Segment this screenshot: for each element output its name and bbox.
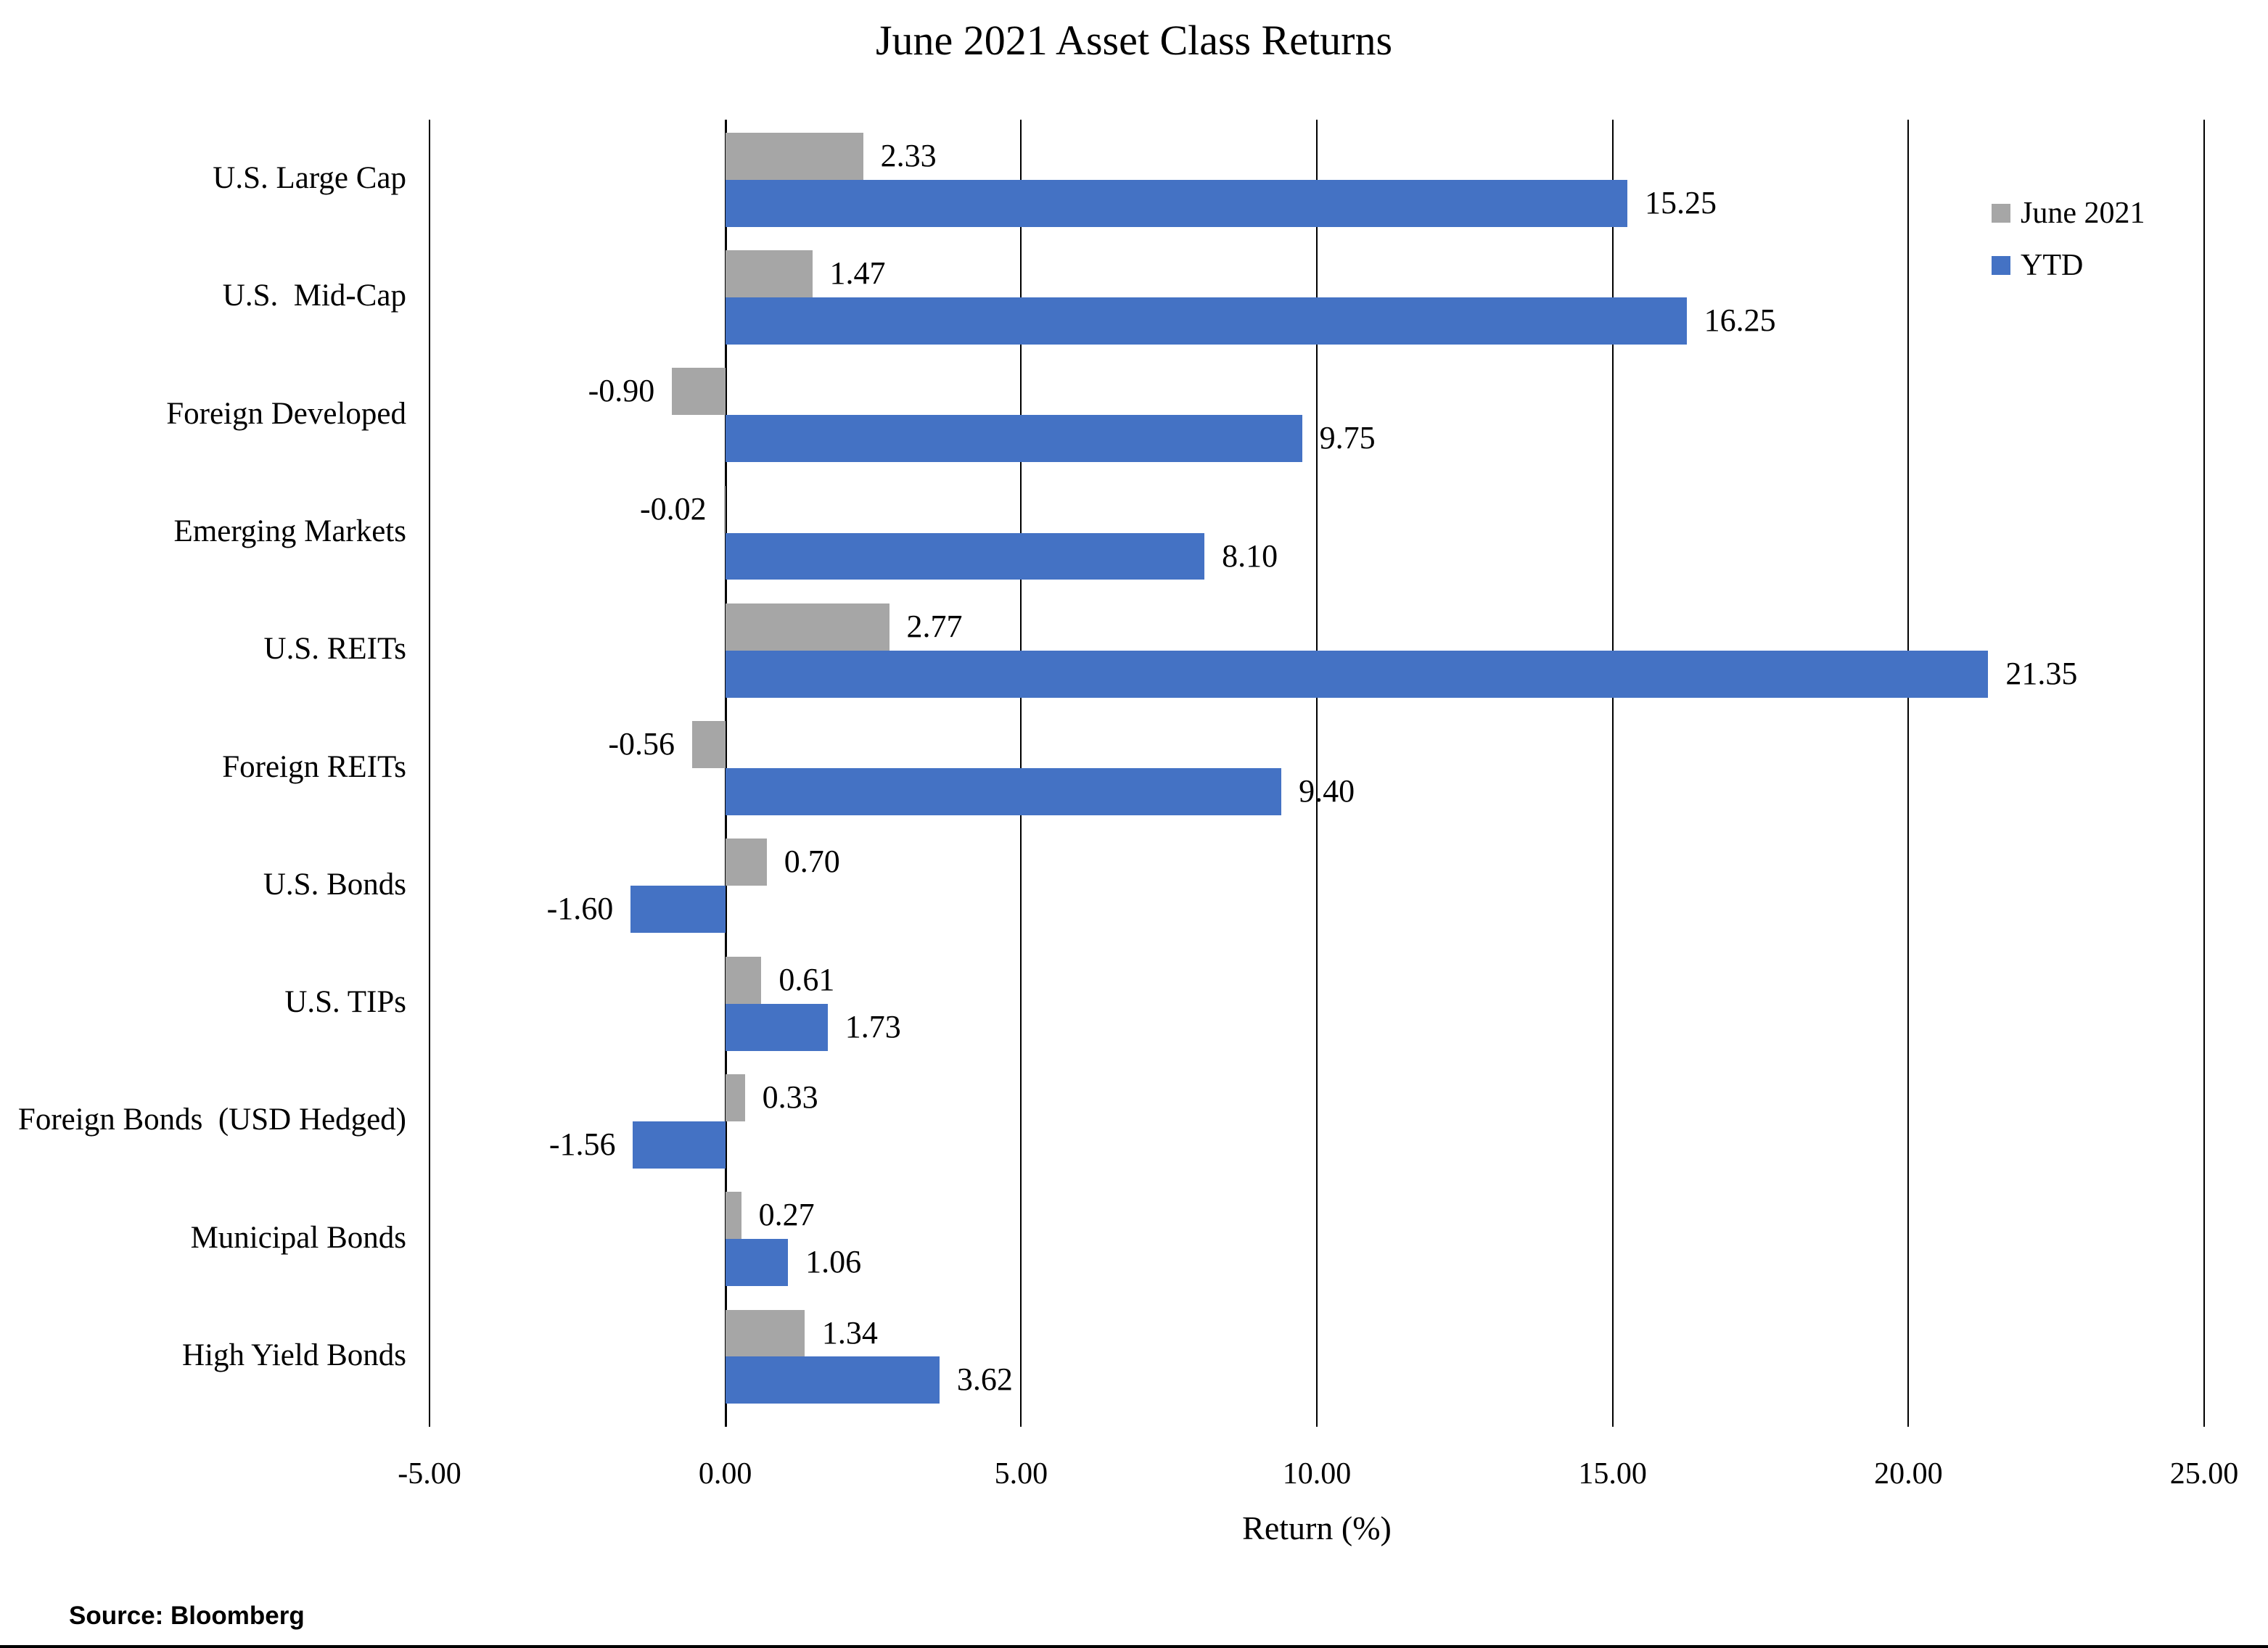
bar-ytd-foreign-developed	[725, 415, 1302, 463]
bar-value-label: 1.34	[821, 1314, 878, 1351]
bar-ytd-u-s-tips	[725, 1003, 828, 1051]
bar-june-2021-emerging-markets	[723, 485, 726, 533]
bar-value-label: 0.27	[758, 1197, 815, 1233]
bar-june-2021-u-s-mid-cap	[725, 250, 813, 298]
gridline	[2203, 120, 2205, 1427]
legend-swatch-icon	[1992, 204, 2010, 223]
gridline	[1316, 120, 1318, 1427]
bar-value-label: 8.10	[1222, 537, 1278, 574]
bar-value-label: -0.56	[608, 726, 675, 762]
bar-ytd-foreign-reits	[725, 768, 1282, 816]
bar-value-label: 1.06	[805, 1244, 862, 1280]
bar-value-label: 1.47	[829, 255, 886, 292]
chart-title: June 2021 Asset Class Returns	[875, 17, 1393, 64]
category-label-emerging-markets: Emerging Markets	[173, 514, 406, 548]
bar-june-2021-u-s-large-cap	[725, 132, 863, 180]
bar-ytd-foreign-bonds-usd-hedged	[633, 1121, 726, 1169]
gridline	[1907, 120, 1910, 1427]
bar-june-2021-u-s-reits	[725, 603, 889, 651]
x-tick-label: 20.00	[1874, 1457, 1943, 1491]
category-label-foreign-bonds-usd-hedged: Foreign Bonds (USD Hedged)	[17, 1103, 406, 1137]
bar-ytd-u-s-reits	[725, 650, 1989, 698]
bar-value-label: 9.75	[1319, 420, 1376, 456]
bar-value-label: -1.60	[546, 891, 614, 927]
bar-june-2021-u-s-bonds	[725, 839, 767, 886]
legend-label: June 2021	[2021, 197, 2145, 230]
plot-area: 2.33 15.25 1.47 16.25 -0.90 9.75 -0.02 8.10 2.77…	[429, 120, 2205, 1427]
legend-label: YTD	[2021, 249, 2084, 282]
legend-item-june-2021: June 2021	[1992, 187, 2145, 239]
bar-ytd-emerging-markets	[725, 532, 1205, 580]
bar-value-label: 16.25	[1704, 302, 1776, 339]
category-label-high-yield-bonds: High Yield Bonds	[182, 1338, 406, 1372]
bar-value-label: 0.70	[784, 844, 840, 880]
bar-june-2021-foreign-reits	[692, 721, 726, 769]
bar-value-label: 15.25	[1645, 184, 1717, 221]
bar-value-label: 2.77	[906, 608, 963, 644]
bar-june-2021-high-yield-bonds	[725, 1309, 805, 1357]
bar-value-label: 0.61	[778, 961, 835, 997]
bar-value-label: 3.62	[956, 1361, 1013, 1398]
category-label-u-s-mid-cap: U.S. Mid-Cap	[222, 279, 406, 313]
x-tick-label: 0.00	[698, 1457, 752, 1491]
category-label-foreign-developed: Foreign Developed	[166, 396, 406, 431]
legend-item-ytd: YTD	[1992, 239, 2145, 292]
bar-value-label: -0.02	[640, 490, 707, 527]
bar-june-2021-foreign-bonds-usd-hedged	[725, 1074, 745, 1121]
category-label-foreign-reits: Foreign REITs	[222, 749, 406, 784]
bar-value-label: 9.40	[1299, 773, 1355, 809]
bar-value-label: 0.33	[762, 1079, 818, 1116]
bottom-border-line	[0, 1645, 2268, 1648]
category-label-u-s-bonds: U.S. Bonds	[263, 867, 406, 902]
category-label-municipal-bonds: Municipal Bonds	[190, 1220, 406, 1255]
bar-june-2021-foreign-developed	[672, 368, 726, 416]
bar-value-label: -0.90	[588, 373, 655, 409]
gridline	[1611, 120, 1614, 1427]
bar-june-2021-municipal-bonds	[725, 1192, 741, 1240]
category-label-u-s-large-cap: U.S. Large Cap	[213, 161, 406, 196]
bar-value-label: 2.33	[880, 137, 937, 173]
bar-ytd-u-s-mid-cap	[725, 297, 1687, 345]
bar-ytd-municipal-bonds	[725, 1239, 789, 1287]
x-tick-label: 15.00	[1578, 1457, 1647, 1491]
gridline	[429, 120, 430, 1427]
legend-swatch-icon	[1992, 256, 2010, 275]
bar-june-2021-u-s-tips	[725, 956, 762, 1004]
x-axis-title: Return (%)	[1242, 1509, 1392, 1546]
bar-value-label: 21.35	[2005, 655, 2078, 691]
x-tick-label: 25.00	[2169, 1457, 2239, 1491]
x-tick-label: -5.00	[398, 1457, 461, 1491]
x-tick-label: 5.00	[994, 1457, 1048, 1491]
bar-ytd-u-s-bonds	[630, 886, 726, 934]
bar-value-label: 1.73	[845, 1008, 901, 1045]
source-note: Source: Bloomberg	[69, 1602, 305, 1630]
bar-ytd-high-yield-bonds	[725, 1356, 940, 1404]
category-label-u-s-reits: U.S. REITs	[263, 632, 406, 667]
x-tick-label: 10.00	[1282, 1457, 1352, 1491]
bar-value-label: -1.56	[548, 1126, 616, 1162]
legend: June 2021 YTD	[1992, 187, 2145, 292]
bar-ytd-u-s-large-cap	[725, 179, 1628, 227]
category-label-u-s-tips: U.S. TIPs	[284, 985, 406, 1020]
